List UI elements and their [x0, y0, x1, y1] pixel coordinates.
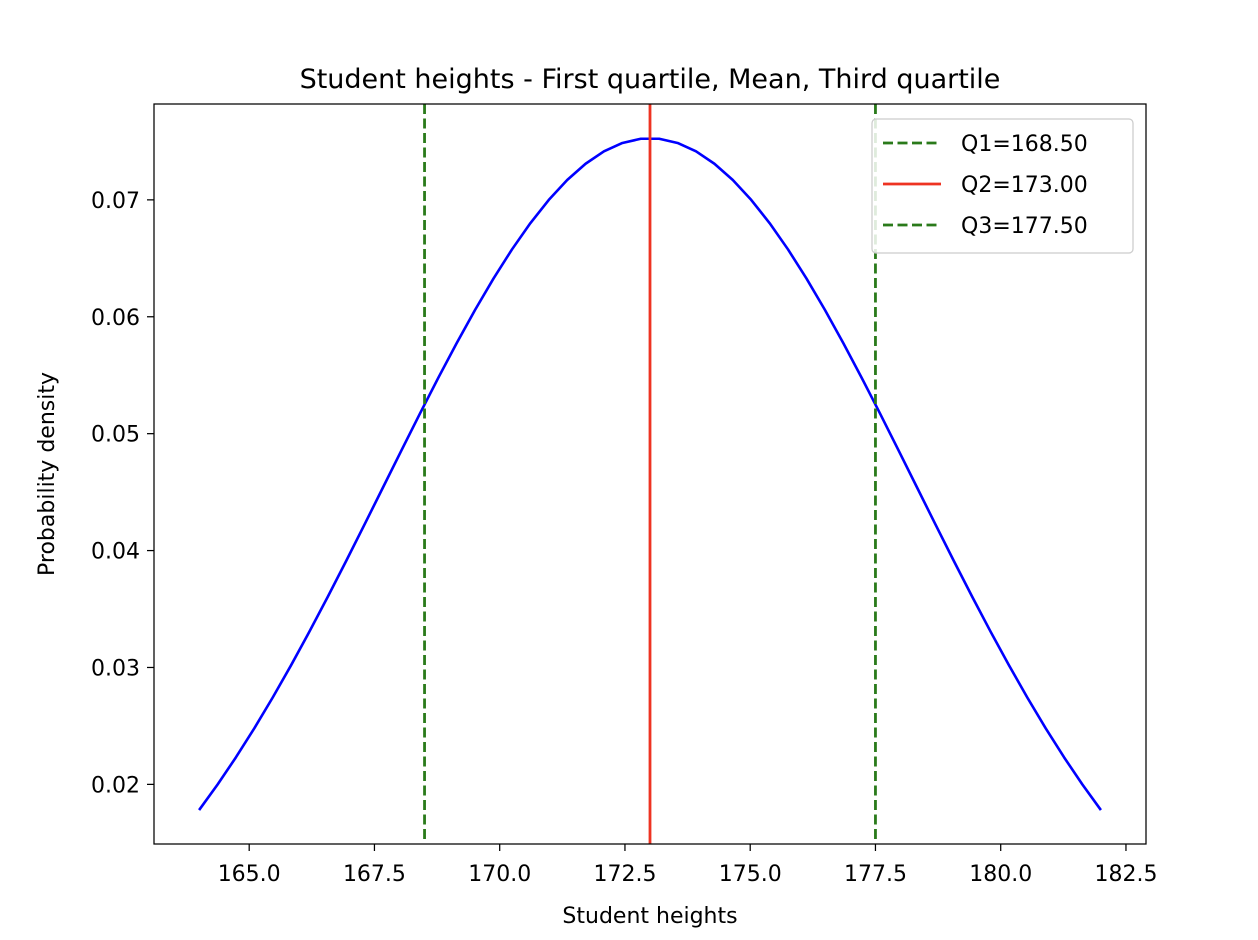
- y-tick-label: 0.04: [91, 540, 140, 565]
- x-tick-label: 167.5: [343, 862, 406, 887]
- y-axis: 0.02 0.03 0.04 0.05 0.06 0.07: [91, 189, 154, 798]
- y-tick-label: 0.06: [91, 306, 140, 331]
- legend: Q1=168.50 Q2=173.00 Q3=177.50: [871, 118, 1134, 254]
- legend-label: Q2=173.00: [961, 173, 1088, 198]
- plot-frame: [153, 103, 1147, 845]
- x-tick-label: 177.5: [844, 862, 907, 887]
- x-tick-label: 182.5: [1094, 862, 1157, 887]
- y-tick-label: 0.02: [91, 773, 140, 798]
- x-axis: 165.0 167.5 170.0 172.5 175.0 177.5 180.0 182.5: [218, 844, 1157, 887]
- legend-box: [871, 118, 1134, 254]
- x-tick-label: 170.0: [468, 862, 531, 887]
- x-tick-label: 180.0: [969, 862, 1032, 887]
- x-tick-label: 175.0: [719, 862, 782, 887]
- x-tick-label: 172.5: [593, 862, 656, 887]
- legend-label: Q3=177.50: [961, 214, 1088, 239]
- x-tick-label: 165.0: [218, 862, 281, 887]
- y-axis-label: Probability density: [35, 372, 60, 576]
- chart-title: Student heights - First quartile, Mean, …: [300, 64, 1001, 95]
- y-tick-label: 0.05: [91, 423, 140, 448]
- legend-label: Q1=168.50: [961, 132, 1088, 157]
- x-axis-label: Student heights: [562, 904, 737, 929]
- y-tick-label: 0.07: [91, 189, 140, 214]
- y-tick-label: 0.03: [91, 656, 140, 681]
